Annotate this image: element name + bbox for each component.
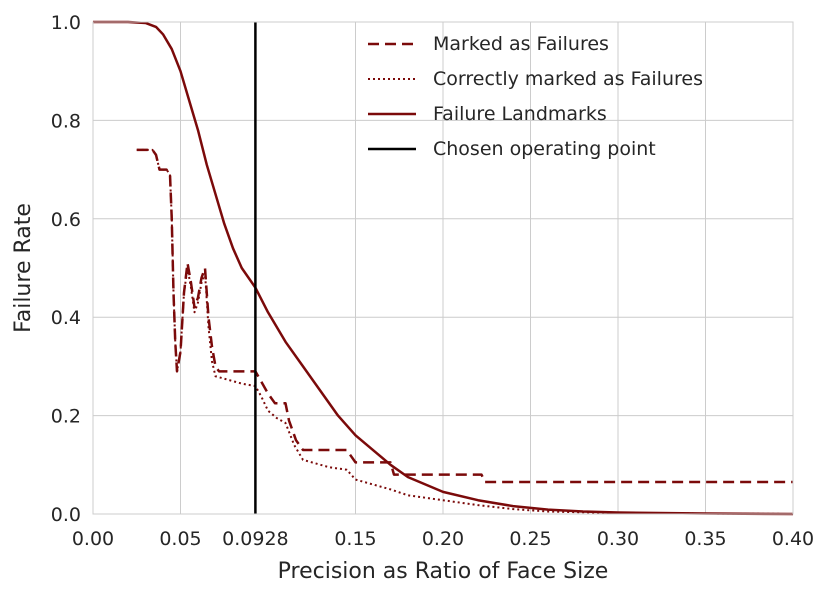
x-tick-label-5: 0.25 (509, 528, 551, 550)
legend-item-0: Marked as Failures (368, 33, 609, 55)
legend-label-2: Failure Landmarks (433, 103, 607, 125)
y-axis-label: Failure Rate (11, 203, 36, 333)
x-tick-label-6: 0.30 (597, 528, 639, 550)
x-axis-label: Precision as Ratio of Face Size (278, 559, 609, 584)
plot-frame (92, 21, 794, 515)
x-tick-label-4: 0.20 (422, 528, 464, 550)
x-tick-label-3: 0.15 (334, 528, 376, 550)
legend-item-1: Correctly marked as Failures (368, 68, 703, 90)
series-line-failure-landmarks (93, 20, 794, 516)
y-tick-label-1: 0.2 (51, 406, 81, 428)
series-layer (93, 20, 794, 516)
x-tick-label-0: 0.00 (72, 528, 114, 550)
x-tick-label-1: 0.05 (159, 528, 201, 550)
y-tick-label-2: 0.4 (51, 307, 81, 329)
legend-item-2: Failure Landmarks (368, 103, 607, 125)
legend-item-3: Chosen operating point (368, 138, 656, 160)
series-line-correctly-marked-as-failures (136, 148, 794, 515)
y-tick-label-4: 0.8 (51, 110, 81, 132)
y-tick-label-3: 0.6 (51, 209, 81, 231)
legend-label-1: Correctly marked as Failures (433, 68, 703, 90)
tick-layer: 0.00 0.05 0.0928 0.15 0.20 0.25 0.30 0.35 0.40 0.… (51, 12, 814, 550)
x-tick-label-7: 0.35 (684, 528, 726, 550)
grid-layer (92, 21, 794, 515)
legend-label-3: Chosen operating point (433, 138, 656, 160)
y-tick-label-0: 0.0 (51, 504, 81, 526)
x-tick-label-2: 0.0928 (222, 528, 288, 550)
x-tick-label-8: 0.40 (772, 528, 814, 550)
legend-label-0: Marked as Failures (433, 33, 609, 55)
legend: Marked as Failures Correctly marked as Fa… (368, 33, 703, 160)
y-tick-label-5: 1.0 (51, 12, 81, 34)
series-line-marked-as-failures (136, 148, 793, 484)
